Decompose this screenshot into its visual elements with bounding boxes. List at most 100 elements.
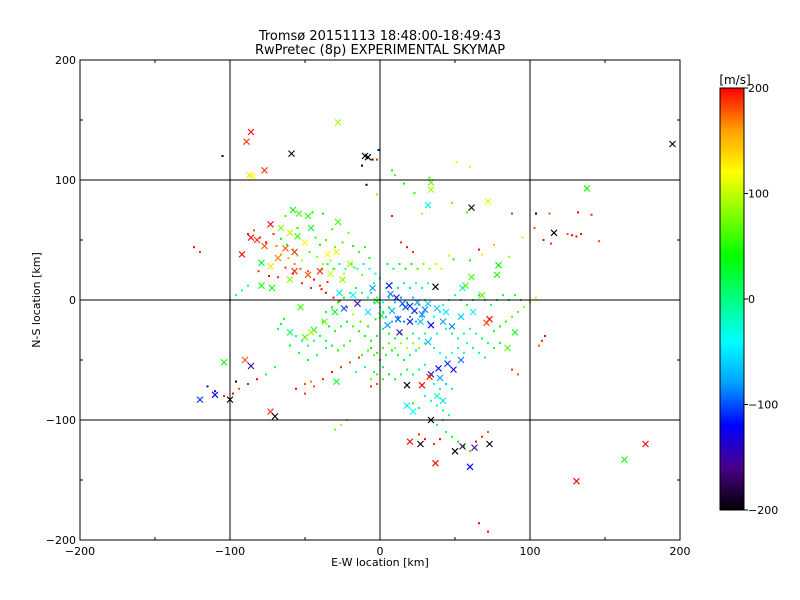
data-point-cross [268,284,276,292]
data-point-dot [325,239,327,241]
data-point-cross [288,150,295,157]
data-point-dot [394,378,396,381]
data-point-dot [370,378,372,381]
data-point-dot [398,263,401,265]
data-point-dot [493,243,495,246]
data-point-dot [304,383,306,385]
data-point-dot [410,263,413,265]
data-point-dot [376,373,378,376]
data-point-dot [382,378,384,381]
data-point-dot [412,251,414,253]
data-point-dot [403,182,405,185]
data-point-dot [382,301,384,304]
data-point-dot [214,390,216,393]
data-point-cross [403,381,411,389]
data-point-cross [486,440,493,448]
data-point-dot [325,311,327,313]
data-point-cross [394,315,402,323]
data-point-cross [421,306,429,313]
data-point-cross [354,300,361,307]
data-point-dot [301,259,303,262]
data-point-dot [406,246,408,249]
data-point-dot [368,257,371,259]
data-point-cross [238,251,246,258]
data-point-dot [451,387,453,390]
data-point-dot [388,332,390,335]
data-point-dot [331,306,333,309]
data-point-dot [314,236,317,239]
data-point-dot [338,263,341,265]
data-point-dot [241,289,243,292]
data-point-dot [427,282,429,285]
data-point-dot [550,242,552,245]
data-point-cross [444,360,451,367]
data-point-dot [469,165,471,168]
data-point-dot [376,335,378,337]
data-point-dot [430,337,432,340]
data-point-cross [451,447,459,455]
data-point-dot [362,263,365,265]
data-point-dot [487,530,489,533]
data-point-dot [328,325,330,328]
data-point-dot [332,267,335,270]
data-point-dot [313,339,315,342]
data-point-cross [364,308,372,316]
data-point-dot [304,392,306,395]
data-point-cross [406,438,414,445]
data-point-dot [404,267,407,270]
data-point-dot [308,251,311,253]
data-point-cross [340,305,348,312]
data-point-dot [374,272,377,275]
data-point-dot [439,387,441,390]
data-point-cross [448,323,456,330]
data-point-cross [334,119,342,126]
data-point-dot [421,315,423,318]
data-point-cross [409,408,417,415]
colorbar-ticks: 200 100 0 −100 −200 [744,82,778,517]
data-point-dot [388,296,390,299]
data-point-dot [406,368,408,371]
data-point-dot [418,407,420,409]
data-point-dot [367,349,369,352]
data-point-dot [361,273,363,276]
data-point-dot [421,287,423,289]
data-point-cross [495,261,502,269]
data-point-cross [387,290,394,298]
data-point-dot [316,354,318,357]
data-point-dot [388,342,390,345]
data-points [193,119,676,533]
data-point-cross [403,402,411,409]
data-point-cross [247,234,255,241]
data-point-dot [334,330,336,333]
data-point-dot [472,347,474,349]
data-point-dot [310,380,312,383]
data-point-dot [334,246,336,249]
data-point-dot [370,291,372,294]
data-point-cross [450,366,457,373]
data-point-dot [409,287,411,289]
data-point-dot [452,258,455,261]
data-point-dot [416,267,419,270]
data-point-cross [406,318,414,325]
data-point-dot [388,306,390,309]
data-point-cross [196,396,204,403]
data-point-dot [448,254,450,257]
data-point-cross [261,242,268,250]
colorbar-tick-label: −100 [748,399,778,412]
data-point-cross [471,444,478,451]
data-point-dot [397,315,399,318]
data-point-dot [400,342,402,345]
data-point-dot [533,227,536,229]
data-point-cross [457,313,465,321]
data-point-dot [478,294,480,297]
data-point-dot [397,287,399,289]
data-point-dot [346,306,348,309]
data-point-cross [339,276,346,283]
data-point-dot [451,351,453,354]
data-point-cross [468,273,475,281]
data-point-cross [378,312,385,319]
data-point-cross [442,308,450,316]
data-point-dot [463,445,465,448]
data-point-dot [371,158,374,161]
data-point-cross [669,140,676,148]
